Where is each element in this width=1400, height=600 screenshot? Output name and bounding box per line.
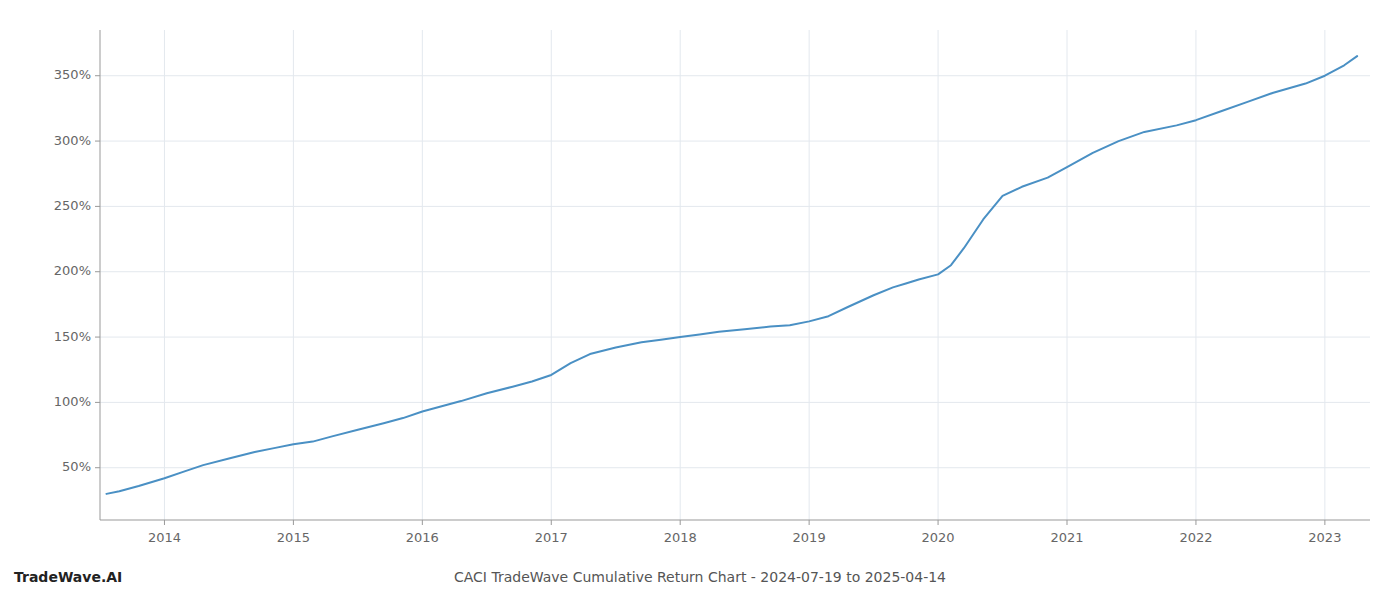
x-axis-line xyxy=(100,520,1370,521)
x-tick xyxy=(938,520,939,525)
background xyxy=(0,0,1400,600)
chart: 50% 100% 150% 200% 250% 300% 350% 2014 2015 2016 2… xyxy=(0,0,1400,600)
x-grid-line xyxy=(1195,30,1196,520)
y-grid-line xyxy=(100,75,1370,76)
y-tick-label: 150% xyxy=(54,329,91,344)
x-tick-label: 2014 xyxy=(148,530,181,545)
x-tick xyxy=(680,520,681,525)
y-tick-label: 50% xyxy=(62,459,91,474)
x-tick xyxy=(1195,520,1196,525)
x-tick-label: 2019 xyxy=(793,530,826,545)
x-grid-line xyxy=(551,30,552,520)
y-tick xyxy=(95,271,100,272)
axes: 50% 100% 150% 200% 250% 300% 350% 2014 2015 2016 2… xyxy=(54,30,1370,545)
x-tick-label: 2018 xyxy=(664,530,697,545)
y-tick xyxy=(95,337,100,338)
x-tick-label: 2022 xyxy=(1179,530,1212,545)
x-grid-line xyxy=(809,30,810,520)
watermark: TradeWave.AI xyxy=(14,569,122,585)
x-grid-line xyxy=(1067,30,1068,520)
y-tick xyxy=(95,206,100,207)
x-grid-line xyxy=(293,30,294,520)
y-tick xyxy=(95,467,100,468)
x-grid-line xyxy=(680,30,681,520)
x-grid-line xyxy=(1324,30,1325,520)
x-tick-label: 2021 xyxy=(1050,530,1083,545)
x-tick xyxy=(809,520,810,525)
line xyxy=(106,56,1357,494)
y-grid-line xyxy=(100,402,1370,403)
y-axis-line xyxy=(100,30,101,520)
x-tick xyxy=(1324,520,1325,525)
x-grid-line xyxy=(422,30,423,520)
y-tick xyxy=(95,75,100,76)
y-tick-label: 300% xyxy=(54,133,91,148)
x-tick-label: 2020 xyxy=(922,530,955,545)
x-tick xyxy=(422,520,423,525)
y-tick-label: 200% xyxy=(54,263,91,278)
x-tick-label: 2017 xyxy=(535,530,568,545)
y-grid-line xyxy=(100,206,1370,207)
x-grid-line xyxy=(164,30,165,520)
x-tick xyxy=(1067,520,1068,525)
x-tick xyxy=(293,520,294,525)
y-tick xyxy=(95,402,100,403)
x-tick-label: 2023 xyxy=(1308,530,1341,545)
x-tick-label: 2015 xyxy=(277,530,310,545)
y-grid-line xyxy=(100,337,1370,338)
plot-area xyxy=(106,56,1357,494)
y-tick-label: 250% xyxy=(54,198,91,213)
y-grid-line xyxy=(100,467,1370,468)
y-grid-line xyxy=(100,271,1370,272)
x-tick xyxy=(551,520,552,525)
title: CACI TradeWave Cumulative Return Chart -… xyxy=(454,569,946,585)
y-tick-label: 350% xyxy=(54,67,91,82)
y-grid-line xyxy=(100,141,1370,142)
y-tick xyxy=(95,141,100,142)
x-tick xyxy=(164,520,165,525)
x-tick-label: 2016 xyxy=(406,530,439,545)
y-tick-label: 100% xyxy=(54,394,91,409)
grid xyxy=(100,30,1370,520)
